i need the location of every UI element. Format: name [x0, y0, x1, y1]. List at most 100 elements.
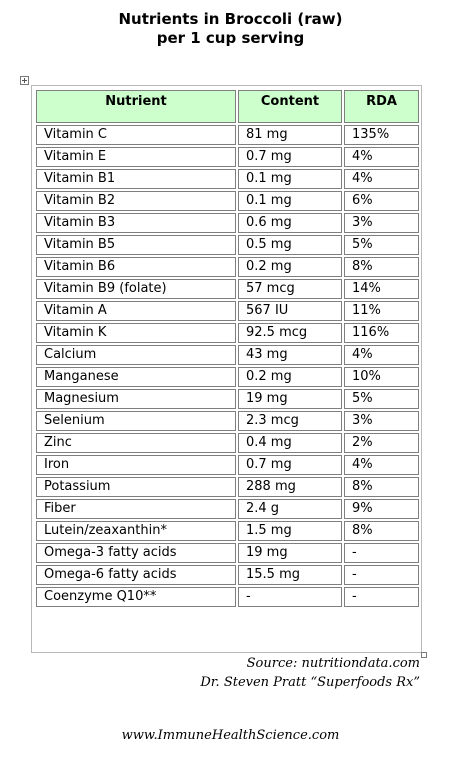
cell-rda: 6% [344, 191, 419, 211]
cell-content: 2.4 g [238, 499, 342, 519]
table-move-handle-icon[interactable] [20, 76, 29, 85]
cell-nutrient: Vitamin C [36, 125, 236, 145]
page-title: Nutrients in Broccoli (raw) per 1 cup se… [0, 10, 461, 48]
cell-content: 567 IU [238, 301, 342, 321]
title-line-1: Nutrients in Broccoli (raw) [118, 10, 343, 28]
cell-content: 92.5 mcg [238, 323, 342, 343]
cell-nutrient: Vitamin K [36, 323, 236, 343]
header-content: Content [238, 90, 342, 123]
cell-nutrient: Calcium [36, 345, 236, 365]
cell-nutrient: Omega-3 fatty acids [36, 543, 236, 563]
table-row: Vitamin B3 0.6 mg 3% [36, 213, 419, 233]
cell-nutrient: Potassium [36, 477, 236, 497]
cell-nutrient: Selenium [36, 411, 236, 431]
cell-content: 19 mg [238, 389, 342, 409]
cell-rda: 3% [344, 411, 419, 431]
cell-rda: - [344, 565, 419, 585]
table-resize-handle-icon[interactable] [421, 652, 427, 658]
footer-url: www.ImmuneHealthScience.com [121, 728, 340, 743]
table-row: Selenium 2.3 mcg 3% [36, 411, 419, 431]
cell-content: 0.1 mg [238, 169, 342, 189]
cell-rda: 10% [344, 367, 419, 387]
cell-nutrient: Coenzyme Q10** [36, 587, 236, 607]
cell-rda: 8% [344, 477, 419, 497]
cell-nutrient: Vitamin B1 [36, 169, 236, 189]
cell-content: 0.2 mg [238, 367, 342, 387]
cell-nutrient: Vitamin B6 [36, 257, 236, 277]
nutrient-table: Nutrient Content RDA Vitamin C 81 mg 135% V… [34, 88, 421, 609]
cell-content: 2.3 mcg [238, 411, 342, 431]
table-row: Iron 0.7 mg 4% [36, 455, 419, 475]
cell-rda: 4% [344, 345, 419, 365]
source-line-1: Source: nutritiondata.com [246, 656, 420, 671]
cell-rda: 11% [344, 301, 419, 321]
cell-content: 288 mg [238, 477, 342, 497]
cell-rda: 4% [344, 169, 419, 189]
cell-nutrient: Magnesium [36, 389, 236, 409]
table-row: Vitamin B6 0.2 mg 8% [36, 257, 419, 277]
table-row: Vitamin C 81 mg 135% [36, 125, 419, 145]
table-row: Vitamin E 0.7 mg 4% [36, 147, 419, 167]
cell-content: 0.5 mg [238, 235, 342, 255]
cell-content: 19 mg [238, 543, 342, 563]
cell-content: 43 mg [238, 345, 342, 365]
table-header-row: Nutrient Content RDA [36, 90, 419, 123]
cell-rda: 135% [344, 125, 419, 145]
cell-rda: 116% [344, 323, 419, 343]
header-nutrient: Nutrient [36, 90, 236, 123]
source-note: Source: nutritiondata.com Dr. Steven Pra… [200, 654, 420, 692]
cell-nutrient: Iron [36, 455, 236, 475]
cell-nutrient: Vitamin E [36, 147, 236, 167]
source-line-2: Dr. Steven Pratt “Superfoods Rx” [200, 675, 420, 690]
cell-rda: 5% [344, 235, 419, 255]
cell-nutrient: Vitamin A [36, 301, 236, 321]
table-row: Manganese 0.2 mg 10% [36, 367, 419, 387]
cell-rda: 4% [344, 147, 419, 167]
cell-rda: - [344, 543, 419, 563]
table-row: Vitamin K 92.5 mcg 116% [36, 323, 419, 343]
title-line-2: per 1 cup serving [156, 29, 305, 47]
cell-content: 0.1 mg [238, 191, 342, 211]
cell-content: 81 mg [238, 125, 342, 145]
table-row: Zinc 0.4 mg 2% [36, 433, 419, 453]
table-row: Calcium 43 mg 4% [36, 345, 419, 365]
table-row: Vitamin B5 0.5 mg 5% [36, 235, 419, 255]
nutrient-table-frame: Nutrient Content RDA Vitamin C 81 mg 135% V… [31, 85, 422, 653]
cell-rda: - [344, 587, 419, 607]
cell-rda: 8% [344, 257, 419, 277]
cell-content: 0.7 mg [238, 147, 342, 167]
table-row: Fiber 2.4 g 9% [36, 499, 419, 519]
cell-nutrient: Vitamin B2 [36, 191, 236, 211]
cell-content: 0.7 mg [238, 455, 342, 475]
cell-rda: 9% [344, 499, 419, 519]
cell-nutrient: Vitamin B3 [36, 213, 236, 233]
cell-nutrient: Vitamin B9 (folate) [36, 279, 236, 299]
cell-rda: 8% [344, 521, 419, 541]
table-row: Lutein/zeaxanthin* 1.5 mg 8% [36, 521, 419, 541]
cell-nutrient: Manganese [36, 367, 236, 387]
table-row: Vitamin A 567 IU 11% [36, 301, 419, 321]
cell-rda: 14% [344, 279, 419, 299]
table-row: Potassium 288 mg 8% [36, 477, 419, 497]
cell-rda: 2% [344, 433, 419, 453]
cell-rda: 4% [344, 455, 419, 475]
cell-content: - [238, 587, 342, 607]
cell-content: 57 mcg [238, 279, 342, 299]
table-row: Omega-6 fatty acids 15.5 mg - [36, 565, 419, 585]
table-row: Vitamin B2 0.1 mg 6% [36, 191, 419, 211]
header-rda: RDA [344, 90, 419, 123]
cell-rda: 3% [344, 213, 419, 233]
cell-nutrient: Lutein/zeaxanthin* [36, 521, 236, 541]
cell-content: 1.5 mg [238, 521, 342, 541]
cell-content: 0.6 mg [238, 213, 342, 233]
cell-content: 15.5 mg [238, 565, 342, 585]
cell-nutrient: Fiber [36, 499, 236, 519]
table-row: Omega-3 fatty acids 19 mg - [36, 543, 419, 563]
table-row: Coenzyme Q10** - - [36, 587, 419, 607]
cell-rda: 5% [344, 389, 419, 409]
table-row: Vitamin B1 0.1 mg 4% [36, 169, 419, 189]
cell-content: 0.4 mg [238, 433, 342, 453]
cell-content: 0.2 mg [238, 257, 342, 277]
table-row: Vitamin B9 (folate) 57 mcg 14% [36, 279, 419, 299]
cell-nutrient: Zinc [36, 433, 236, 453]
